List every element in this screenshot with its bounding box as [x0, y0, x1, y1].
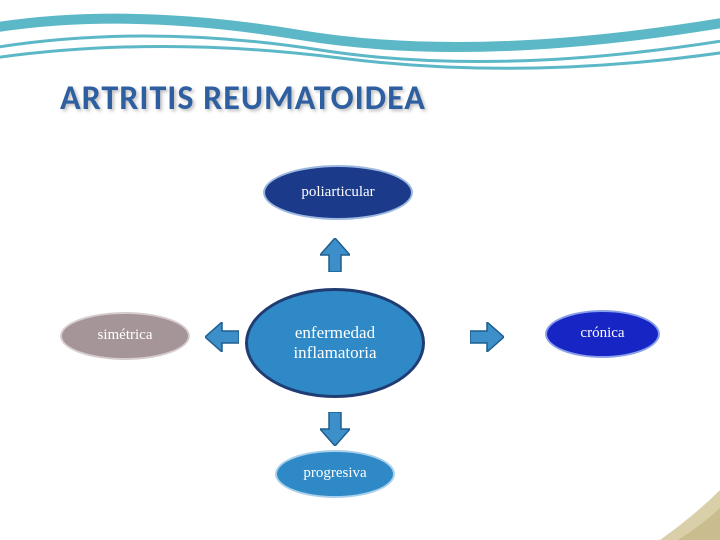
node-top-label: poliarticular [301, 184, 374, 201]
node-center-label: enfermedadinflamatoria [293, 323, 376, 362]
arrow-right-icon [470, 322, 504, 352]
wave-thick [0, 19, 720, 47]
corner-accent [640, 480, 720, 540]
node-right-label: crónica [580, 325, 624, 342]
node-center: enfermedadinflamatoria [245, 288, 425, 398]
page-title-text: ARTRITIS REUMATOIDEA [60, 78, 426, 119]
arrow-down-icon [320, 412, 350, 446]
wave-thin-2 [0, 46, 720, 68]
node-right: crónica [545, 310, 660, 358]
header-wave [0, 0, 720, 70]
node-top: poliarticular [263, 165, 413, 220]
node-left: simétrica [60, 312, 190, 360]
arrow-left-icon [205, 322, 239, 352]
page-title: ARTRITIS REUMATOIDEA [60, 78, 426, 119]
arrow-up-icon [320, 238, 350, 272]
node-bottom: progresiva [275, 450, 395, 498]
node-left-label: simétrica [98, 327, 153, 344]
node-bottom-label: progresiva [303, 465, 366, 482]
